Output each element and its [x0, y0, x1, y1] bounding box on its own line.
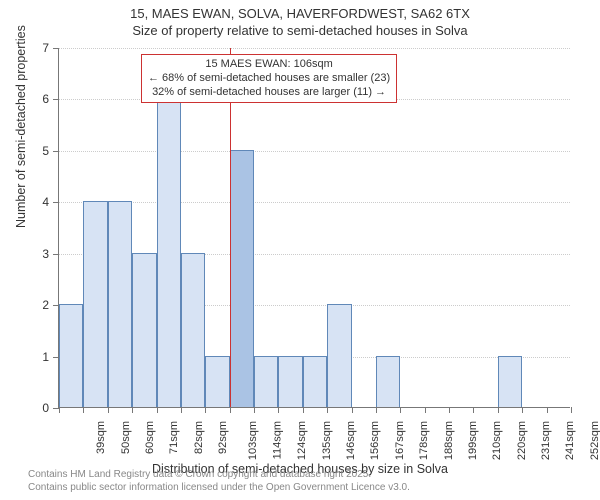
- x-tick: [571, 407, 572, 413]
- chart-titles: 15, MAES EWAN, SOLVA, HAVERFORDWEST, SA6…: [0, 0, 600, 40]
- x-tick: [449, 407, 450, 413]
- gridline: [59, 202, 570, 203]
- title-line-1: 15, MAES EWAN, SOLVA, HAVERFORDWEST, SA6…: [0, 6, 600, 23]
- x-tick-label: 82sqm: [193, 421, 205, 454]
- y-axis-title: Number of semi-detached properties: [14, 25, 28, 228]
- histogram-bar: [376, 356, 400, 407]
- callout-line-3: 32% of semi-detached houses are larger (…: [148, 86, 390, 100]
- callout-line-1: 15 MAES EWAN: 106sqm: [148, 58, 390, 72]
- x-tick: [303, 407, 304, 413]
- x-tick-label: 103sqm: [248, 421, 260, 460]
- histogram-bar: [278, 356, 302, 407]
- y-tick-label: 6: [42, 92, 49, 106]
- y-tick: [53, 48, 59, 49]
- histogram-bar: [181, 253, 205, 407]
- footer-line-1: Contains HM Land Registry data © Crown c…: [28, 469, 410, 482]
- x-tick: [205, 407, 206, 413]
- histogram-bar: [132, 253, 156, 407]
- x-tick-label: 92sqm: [217, 421, 229, 454]
- x-tick: [59, 407, 60, 413]
- plot-area: 0123456739sqm50sqm60sqm71sqm82sqm92sqm10…: [58, 48, 570, 408]
- x-tick: [376, 407, 377, 413]
- callout-box: 15 MAES EWAN: 106sqm← 68% of semi-detach…: [141, 54, 397, 103]
- x-tick: [425, 407, 426, 413]
- y-tick: [53, 151, 59, 152]
- footer-line-2: Contains public sector information licen…: [28, 482, 410, 495]
- x-tick: [83, 407, 84, 413]
- histogram-bar: [205, 356, 229, 407]
- y-tick-label: 0: [42, 401, 49, 415]
- x-tick: [108, 407, 109, 413]
- y-tick-label: 3: [42, 247, 49, 261]
- histogram-bar: [108, 201, 132, 407]
- x-tick-label: 167sqm: [394, 421, 406, 460]
- x-tick: [547, 407, 548, 413]
- histogram-bar: [303, 356, 327, 407]
- x-tick: [498, 407, 499, 413]
- x-tick-label: 231sqm: [540, 421, 552, 460]
- histogram-bar: [59, 304, 83, 407]
- x-tick: [522, 407, 523, 413]
- chart-footer: Contains HM Land Registry data © Crown c…: [28, 469, 410, 494]
- x-tick-label: 178sqm: [418, 421, 430, 460]
- callout-line-2: ← 68% of semi-detached houses are smalle…: [148, 72, 390, 86]
- x-tick: [157, 407, 158, 413]
- x-tick-label: 156sqm: [370, 421, 382, 460]
- x-tick-label: 50sqm: [120, 421, 132, 454]
- x-tick: [327, 407, 328, 413]
- x-tick: [254, 407, 255, 413]
- x-tick: [132, 407, 133, 413]
- x-tick-label: 188sqm: [443, 421, 455, 460]
- x-tick-label: 146sqm: [345, 421, 357, 460]
- x-tick-label: 60sqm: [144, 421, 156, 454]
- histogram-bar-highlight: [230, 150, 254, 407]
- y-tick: [53, 99, 59, 100]
- histogram-bar: [327, 304, 351, 407]
- title-line-2: Size of property relative to semi-detach…: [0, 23, 600, 40]
- x-tick: [278, 407, 279, 413]
- x-tick: [230, 407, 231, 413]
- x-tick-label: 241sqm: [565, 421, 577, 460]
- y-tick-label: 2: [42, 298, 49, 312]
- histogram-bar: [498, 356, 522, 407]
- x-tick-label: 135sqm: [321, 421, 333, 460]
- x-tick-label: 39sqm: [95, 421, 107, 454]
- x-tick: [352, 407, 353, 413]
- x-tick: [181, 407, 182, 413]
- y-tick: [53, 254, 59, 255]
- y-tick-label: 5: [42, 144, 49, 158]
- x-tick-label: 210sqm: [491, 421, 503, 460]
- y-tick: [53, 202, 59, 203]
- histogram-bar: [157, 98, 181, 407]
- x-tick-label: 124sqm: [296, 421, 308, 460]
- x-tick: [473, 407, 474, 413]
- y-tick-label: 1: [42, 350, 49, 364]
- y-tick-label: 4: [42, 195, 49, 209]
- gridline: [59, 48, 570, 49]
- gridline: [59, 151, 570, 152]
- chart-area: 0123456739sqm50sqm60sqm71sqm82sqm92sqm10…: [58, 48, 570, 408]
- x-tick-label: 220sqm: [516, 421, 528, 460]
- x-tick-label: 71sqm: [168, 421, 180, 454]
- x-tick-label: 252sqm: [589, 421, 600, 460]
- histogram-bar: [83, 201, 107, 407]
- x-tick-label: 114sqm: [271, 421, 283, 459]
- x-tick-label: 199sqm: [467, 421, 479, 460]
- histogram-bar: [254, 356, 278, 407]
- x-tick: [400, 407, 401, 413]
- y-tick-label: 7: [42, 41, 49, 55]
